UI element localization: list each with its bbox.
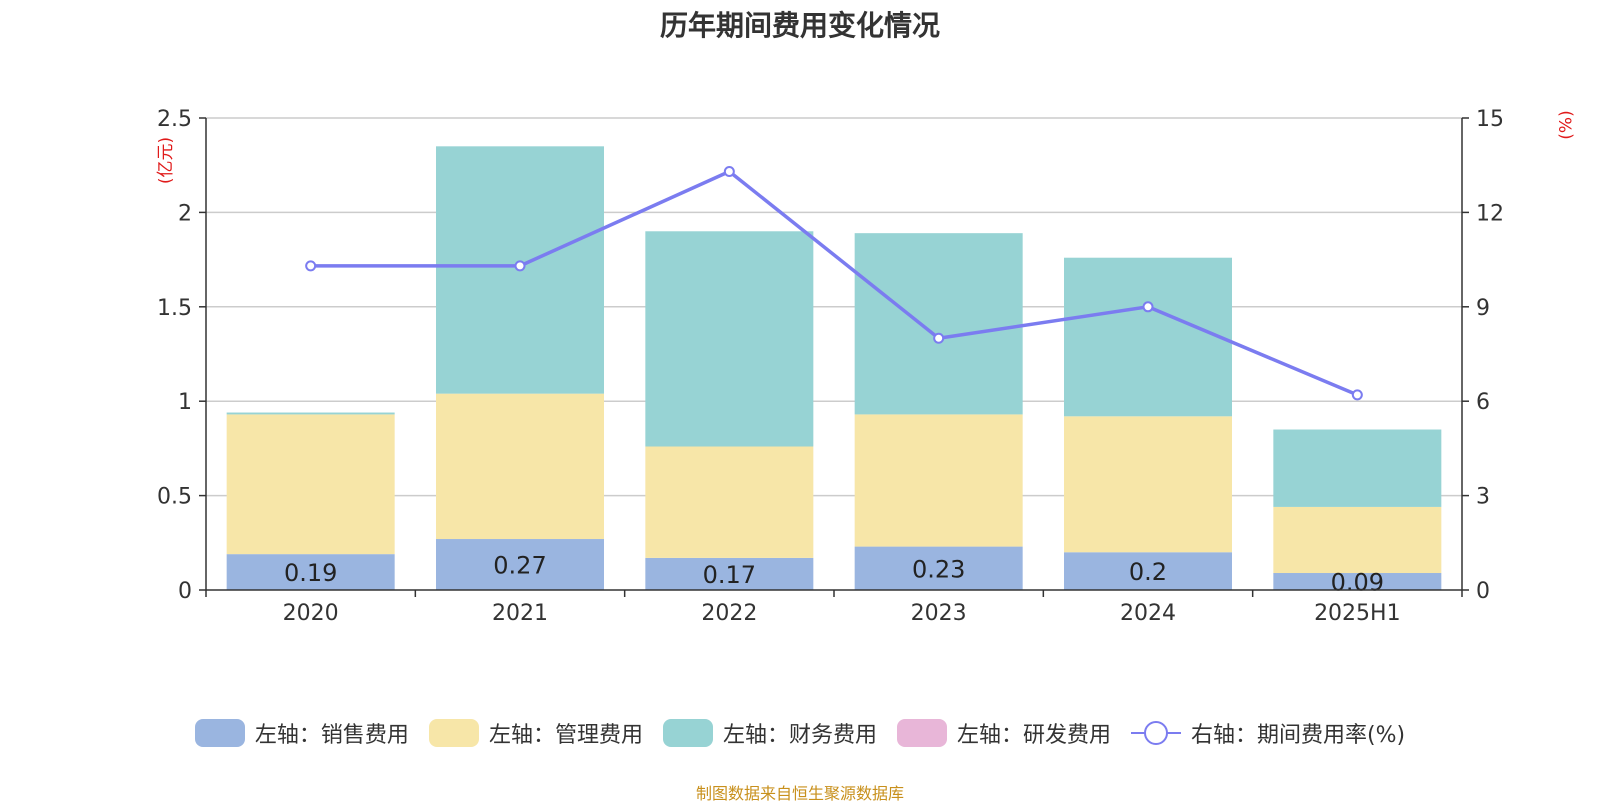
- bar-segment: [854, 546, 1023, 590]
- left-axis-tick-label: 1: [178, 390, 192, 415]
- rate-point: [933, 332, 945, 344]
- legend-swatch-admin: [428, 719, 479, 747]
- bar-data-label: 0.17: [703, 561, 756, 589]
- chart-plot: 0 0.5 1 1.5 2 2.5 0 3 6 9 12 15 0.19 0.27 0.17 0.23 0.2 0…: [157, 107, 1504, 626]
- rate-point: [1142, 301, 1154, 313]
- bar-segment: [854, 233, 1023, 415]
- bar-segment: [1273, 573, 1442, 590]
- bar-segment: [436, 539, 604, 590]
- legend-swatch-sales: [194, 719, 245, 747]
- data-source: 制图数据来自恒生聚源数据库: [695, 784, 904, 803]
- bar-segment: [1064, 416, 1232, 553]
- bar-segment: [1273, 506, 1442, 574]
- x-axis-tick-label: 2022: [701, 601, 757, 626]
- legend-item-finance[interactable]: 左轴：财务费用: [662, 717, 877, 749]
- right-axis-tick-label: 0: [1476, 579, 1490, 604]
- bar-data-label: 0.09: [1331, 569, 1384, 597]
- legend-label-rate: 右轴：期间费用率(%): [1190, 723, 1406, 748]
- legend-label-finance: 左轴：财务费用: [722, 723, 877, 748]
- legend-item-rate[interactable]: 右轴：期间费用率(%): [1130, 717, 1406, 749]
- legend-label-admin: 左轴：管理费用: [488, 723, 643, 748]
- bar-data-label: 0.2: [1129, 558, 1167, 586]
- bar-segment: [1064, 552, 1232, 590]
- x-axis-tick-label: 2025H1: [1314, 601, 1401, 626]
- chart-title: 历年期间费用变化情况: [659, 9, 940, 42]
- legend-swatch-rate: [1130, 719, 1181, 747]
- right-axis-tick-label: 15: [1476, 107, 1504, 132]
- bar-segment: [645, 446, 814, 558]
- bar-segment: [1064, 257, 1232, 417]
- legend-swatch-finance: [662, 719, 713, 747]
- rate-line: [310, 169, 1359, 397]
- rate-point: [305, 260, 317, 272]
- x-axis-tick-label: 2020: [283, 601, 339, 626]
- bar-segment: [1273, 429, 1442, 507]
- bar-segment: [645, 557, 814, 590]
- left-axis-tick-label: 0.5: [157, 485, 192, 510]
- left-axis-tick-label: 2: [178, 201, 192, 226]
- bar-data-label: 0.23: [912, 555, 965, 583]
- legend-item-sales[interactable]: 左轴：销售费用: [194, 717, 409, 749]
- bar-data-label: 0.27: [493, 552, 546, 580]
- left-axis-tick-label: 1.5: [157, 296, 192, 321]
- x-axis-tick-label: 2023: [911, 601, 967, 626]
- legend-swatch-rnd: [896, 719, 947, 747]
- left-axis-tick-label: 2.5: [157, 107, 192, 132]
- bar-segment: [854, 414, 1023, 547]
- right-axis-tick-label: 6: [1476, 390, 1490, 415]
- bar-segment: [645, 231, 814, 447]
- x-axis-tick-label: 2024: [1120, 601, 1176, 626]
- chart-legend: 左轴：销售费用 左轴：管理费用 左轴：财务费用 左轴：研发费用 右轴：期间费用率…: [0, 717, 1600, 749]
- x-axis-tick-label: 2021: [492, 601, 548, 626]
- bar-segment: [436, 393, 604, 540]
- right-axis-tick-label: 3: [1476, 485, 1490, 510]
- legend-label-sales: 左轴：销售费用: [254, 723, 409, 748]
- bar-data-label: 0.19: [284, 559, 337, 587]
- bar-segment: [226, 554, 395, 590]
- right-axis-tick-label: 12: [1476, 201, 1504, 226]
- bar-segment: [226, 414, 395, 555]
- rate-point: [1351, 389, 1363, 401]
- legend-item-admin[interactable]: 左轴：管理费用: [428, 717, 643, 749]
- legend-label-rnd: 左轴：研发费用: [956, 723, 1111, 748]
- rate-point: [723, 165, 735, 177]
- left-axis-tick-label: 0: [178, 579, 192, 604]
- legend-item-rnd[interactable]: 左轴：研发费用: [896, 717, 1111, 749]
- right-axis-tick-label: 9: [1476, 296, 1490, 321]
- bar-segment: [226, 412, 395, 415]
- rate-point: [514, 260, 526, 272]
